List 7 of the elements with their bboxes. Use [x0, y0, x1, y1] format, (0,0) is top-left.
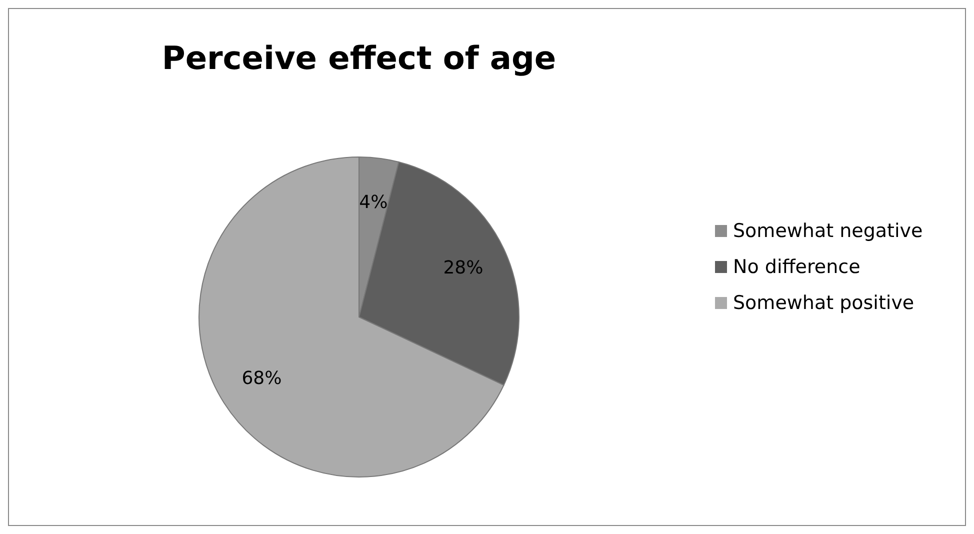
data-label: 28%: [443, 257, 484, 278]
data-label: 68%: [242, 368, 282, 390]
legend-label: Somewhat negative: [733, 219, 923, 244]
legend-label: Somewhat positive: [733, 291, 914, 316]
legend-label: No difference: [733, 255, 860, 280]
data-label: 4%: [359, 192, 388, 214]
chart-title: Perceive effect of age: [160, 39, 558, 77]
